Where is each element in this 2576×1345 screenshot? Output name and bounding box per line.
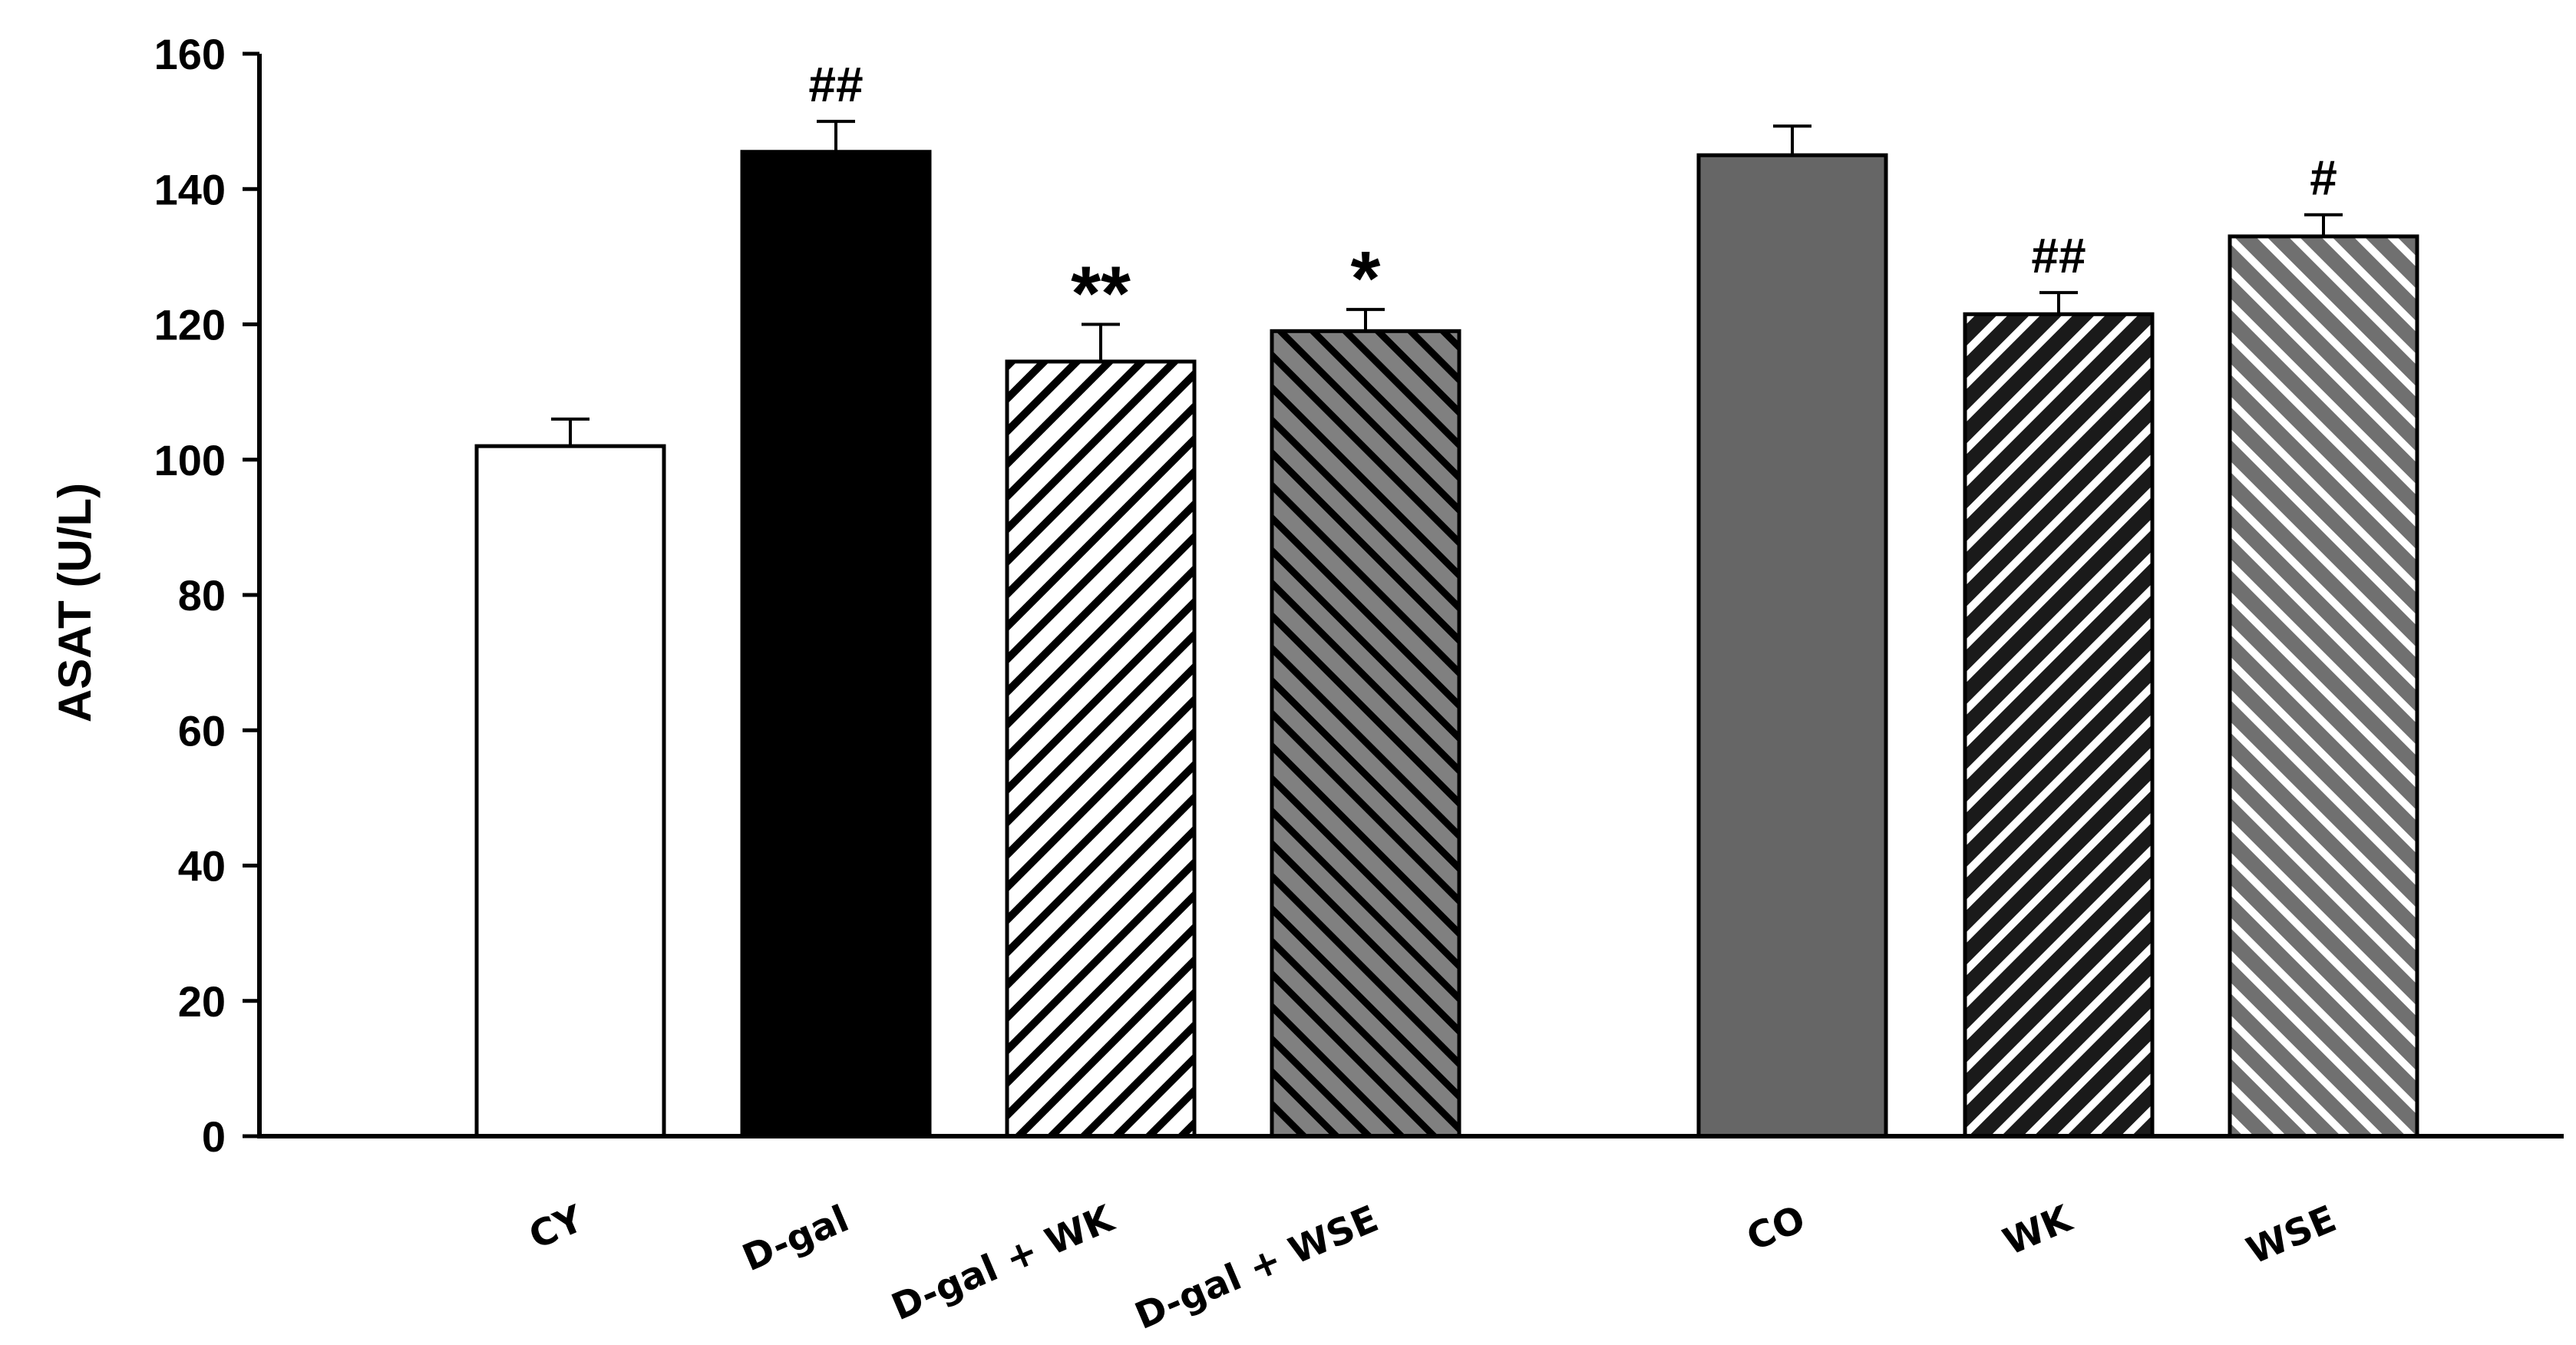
category-labels: CY D-gal D-gal + WK D-gal + WSE CO WK WSE <box>523 1197 2342 1338</box>
category-label: CO <box>1741 1197 1811 1259</box>
bars-group <box>474 150 2419 1138</box>
significance-marker: * <box>1351 236 1381 322</box>
y-axis-ticks: 0 20 40 60 80 100 120 140 160 <box>154 30 259 1161</box>
significance-marker: ** <box>1071 251 1131 337</box>
bar <box>1270 329 1461 1138</box>
y-tick-label: 60 <box>178 706 226 755</box>
y-tick-label: 160 <box>154 30 226 78</box>
y-tick-label: 40 <box>178 842 226 891</box>
significance-marker: ## <box>808 57 863 112</box>
y-tick-label: 120 <box>154 301 226 349</box>
y-tick-label: 140 <box>154 165 226 213</box>
category-label: D-gal + WSE <box>1129 1197 1385 1338</box>
category-label: D-gal + WK <box>886 1197 1121 1329</box>
category-label: WK <box>1997 1197 2079 1264</box>
y-tick-label: 20 <box>178 977 226 1026</box>
y-tick-label: 80 <box>178 571 226 620</box>
category-label: D-gal <box>736 1197 854 1280</box>
y-axis-title: ASAT (U/L) <box>49 483 101 722</box>
significance-marker: ## <box>2031 228 2086 283</box>
category-label: WSE <box>2241 1197 2343 1273</box>
significance-marker: # <box>2310 150 2337 206</box>
y-tick-label: 0 <box>202 1112 226 1161</box>
error-bars-group <box>551 120 2343 447</box>
bar <box>740 150 932 1138</box>
axes <box>257 54 2564 1138</box>
category-label: CY <box>523 1197 590 1257</box>
bar <box>1005 359 1197 1138</box>
bar <box>2228 234 2419 1138</box>
bar <box>1696 153 1888 1138</box>
significance-labels: ##** * ### <box>808 57 2337 336</box>
y-tick-label: 100 <box>154 436 226 484</box>
bar <box>1963 312 2155 1138</box>
bar <box>474 444 666 1138</box>
